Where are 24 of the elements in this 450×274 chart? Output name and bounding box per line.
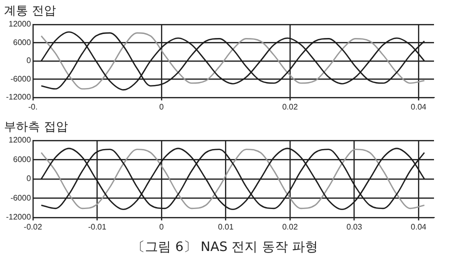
chart-title: 부하측 접압 bbox=[4, 119, 68, 134]
x-tick-label: -0.01 bbox=[88, 222, 107, 232]
y-tick-label: -6000 bbox=[10, 74, 32, 84]
x-tick-label: 0 bbox=[159, 222, 164, 232]
x-tick-label: 0.03 bbox=[346, 222, 363, 232]
x-tick-label: 0.02 bbox=[282, 222, 298, 232]
y-tick-label: -12000 bbox=[6, 212, 32, 222]
text: 〔그림 6〕 NAS 전지 동작 파형 bbox=[131, 239, 319, 256]
x-tick-label: 0 bbox=[159, 102, 164, 112]
y-tick-label: 6000 bbox=[13, 38, 32, 47]
chart-title: 계통 전압 bbox=[4, 3, 56, 18]
x-tick-label: -0.02 bbox=[24, 222, 43, 232]
y-tick-label: 12000 bbox=[8, 136, 32, 145]
x-tick-label: 0.01 bbox=[218, 222, 234, 232]
x-tick-label: 0.04 bbox=[410, 102, 427, 112]
y-tick-label: -6000 bbox=[10, 193, 32, 202]
y-tick-label: 0 bbox=[26, 56, 32, 66]
y-tick-label: -12000 bbox=[6, 92, 32, 102]
y-tick-label: 12000 bbox=[8, 20, 32, 29]
x-tick-label: 0.02 bbox=[282, 102, 298, 112]
y-tick-label: 6000 bbox=[13, 154, 32, 164]
y-tick-label: 0 bbox=[26, 174, 32, 184]
x-tick-label: 0.04 bbox=[410, 222, 427, 232]
x-tick-label: -0. bbox=[28, 102, 38, 112]
